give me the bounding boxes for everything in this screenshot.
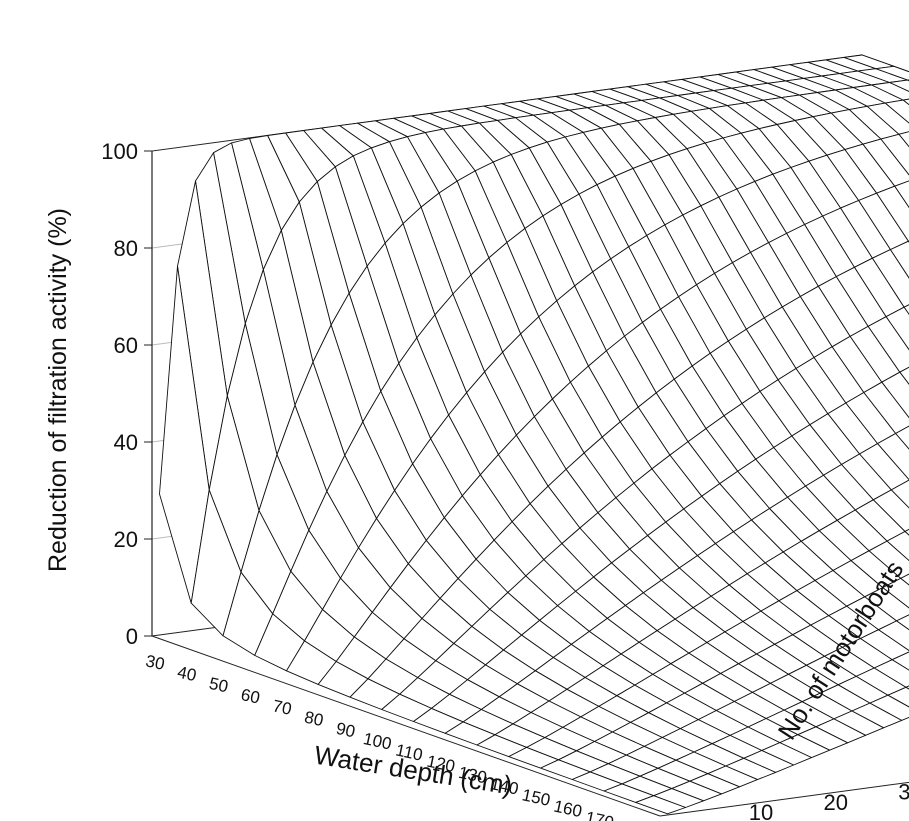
surface-cell <box>889 79 909 92</box>
x-tick-label: 170 <box>584 808 616 821</box>
x-tick-label: 90 <box>334 719 356 742</box>
surface-cell <box>895 425 909 450</box>
z-tick-label: 100 <box>101 139 138 164</box>
z-tick-label: 80 <box>114 236 138 261</box>
x-axis-line <box>151 635 661 817</box>
x-tick-label: 50 <box>207 674 229 697</box>
x-tick-label: 160 <box>552 797 584 821</box>
surface-cell <box>889 240 909 279</box>
x-tick-label: 80 <box>303 708 325 731</box>
x-tick-label: 60 <box>239 685 261 708</box>
surface-cell <box>890 479 909 509</box>
surface-cell <box>891 651 909 671</box>
y-tick-label: 10 <box>749 800 773 821</box>
x-tick-label: 70 <box>271 696 293 719</box>
surface-cell <box>887 686 909 708</box>
z-tick-label: 40 <box>114 430 138 455</box>
surface-cell <box>894 180 909 209</box>
surface-cell <box>899 366 909 385</box>
y-tick-label: 20 <box>823 790 847 815</box>
x-tick-label: 40 <box>176 663 198 686</box>
x-tick-label: 150 <box>520 785 552 809</box>
surface-cell <box>635 795 686 815</box>
z-axis-label: Reduction of filtration activity (%) <box>44 208 72 572</box>
surface-cell <box>900 573 909 586</box>
z-tick-label: 0 <box>126 624 138 649</box>
surface-mesh <box>159 54 909 815</box>
y-tick-label: 30 <box>898 780 909 805</box>
z-tick-label: 20 <box>114 527 138 552</box>
y-axis-line <box>659 781 909 817</box>
z-tick-label: 60 <box>114 333 138 358</box>
x-tick-label: 30 <box>144 651 166 674</box>
